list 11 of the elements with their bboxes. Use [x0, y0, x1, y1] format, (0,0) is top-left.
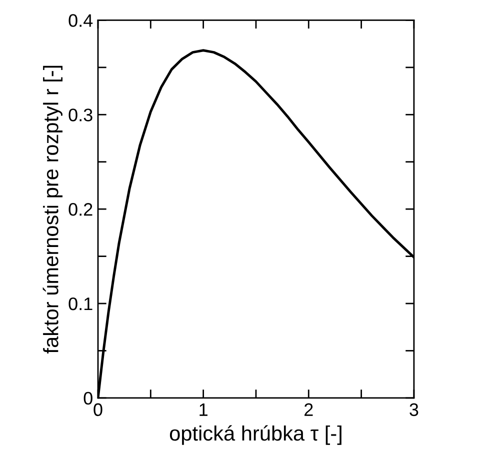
x-axis-title: optická hrúbka τ [-] [170, 425, 342, 445]
y-axis-title: faktor úmernosti pre rozptyl r [-] [42, 66, 62, 354]
x-tick-label: 3 [410, 403, 418, 416]
y-tick-label: 0.2 [68, 203, 92, 216]
y-tick-label: 0 [84, 392, 92, 405]
y-tick-label: 0.1 [68, 297, 92, 310]
x-tick-label: 1 [200, 403, 208, 416]
x-tick-label: 2 [304, 403, 313, 416]
y-tick-label: 0.3 [68, 108, 92, 122]
y-tick-label: 0.4 [68, 14, 93, 27]
x-tick-label: 0 [94, 403, 102, 416]
